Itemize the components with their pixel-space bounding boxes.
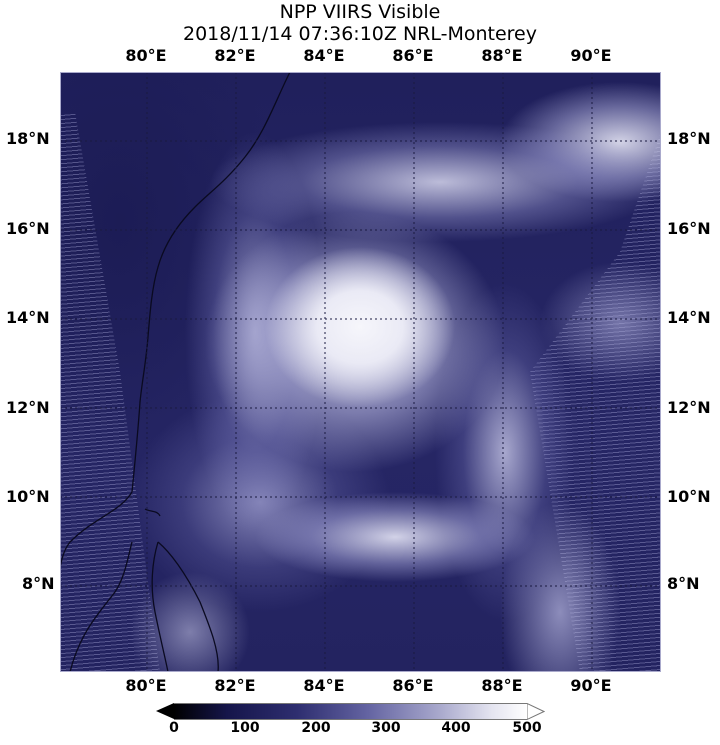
- colorbar-tick-label: 500: [512, 720, 542, 736]
- colorbar-min-extend-arrow: [156, 703, 174, 719]
- lat-label-right: 12°N: [667, 398, 711, 417]
- lon-label-bottom: 80°E: [125, 676, 167, 695]
- colorbar-tick-label: 300: [371, 720, 401, 736]
- lat-lon-gridlines: [60, 72, 661, 672]
- lon-label-top: 90°E: [570, 46, 612, 65]
- lat-label-left: 18°N: [6, 129, 50, 148]
- lat-label-right: 8°N: [667, 574, 700, 593]
- lon-label-top: 88°E: [481, 46, 523, 65]
- lon-label-top: 82°E: [214, 46, 256, 65]
- colorbar: [156, 703, 546, 720]
- colorbar-tick-label: 400: [441, 720, 471, 736]
- colorbar-tick-label: 0: [169, 720, 179, 736]
- lat-label-left: 16°N: [6, 219, 50, 238]
- colorbar-gradient: [174, 703, 527, 720]
- satellite-image-map: [60, 72, 661, 672]
- lon-label-bottom: 88°E: [481, 676, 523, 695]
- chart-subtitle-timestamp: 2018/11/14 07:36:10Z NRL-Monterey: [183, 23, 537, 45]
- lat-label-right: 10°N: [667, 487, 711, 506]
- lat-label-left: 10°N: [6, 487, 50, 506]
- colorbar-max-extend-arrow: [527, 703, 545, 720]
- cyclone-cloud-field: [60, 72, 661, 672]
- lon-label-bottom: 84°E: [303, 676, 345, 695]
- lat-label-right: 16°N: [667, 219, 711, 238]
- lat-label-left: 14°N: [6, 308, 50, 327]
- lon-label-top: 84°E: [303, 46, 345, 65]
- lon-label-bottom: 90°E: [570, 676, 612, 695]
- lon-label-top: 86°E: [392, 46, 434, 65]
- lon-label-bottom: 86°E: [392, 676, 434, 695]
- colorbar-tick-label: 100: [230, 720, 260, 736]
- chart-title: NPP VIIRS Visible: [279, 1, 441, 23]
- colorbar-tick-label: 200: [301, 720, 331, 736]
- lon-label-top: 80°E: [125, 46, 167, 65]
- lon-label-bottom: 82°E: [214, 676, 256, 695]
- lat-label-left: 12°N: [6, 398, 50, 417]
- lat-label-left: 8°N: [22, 574, 55, 593]
- lat-label-right: 14°N: [667, 308, 711, 327]
- lat-label-right: 18°N: [667, 129, 711, 148]
